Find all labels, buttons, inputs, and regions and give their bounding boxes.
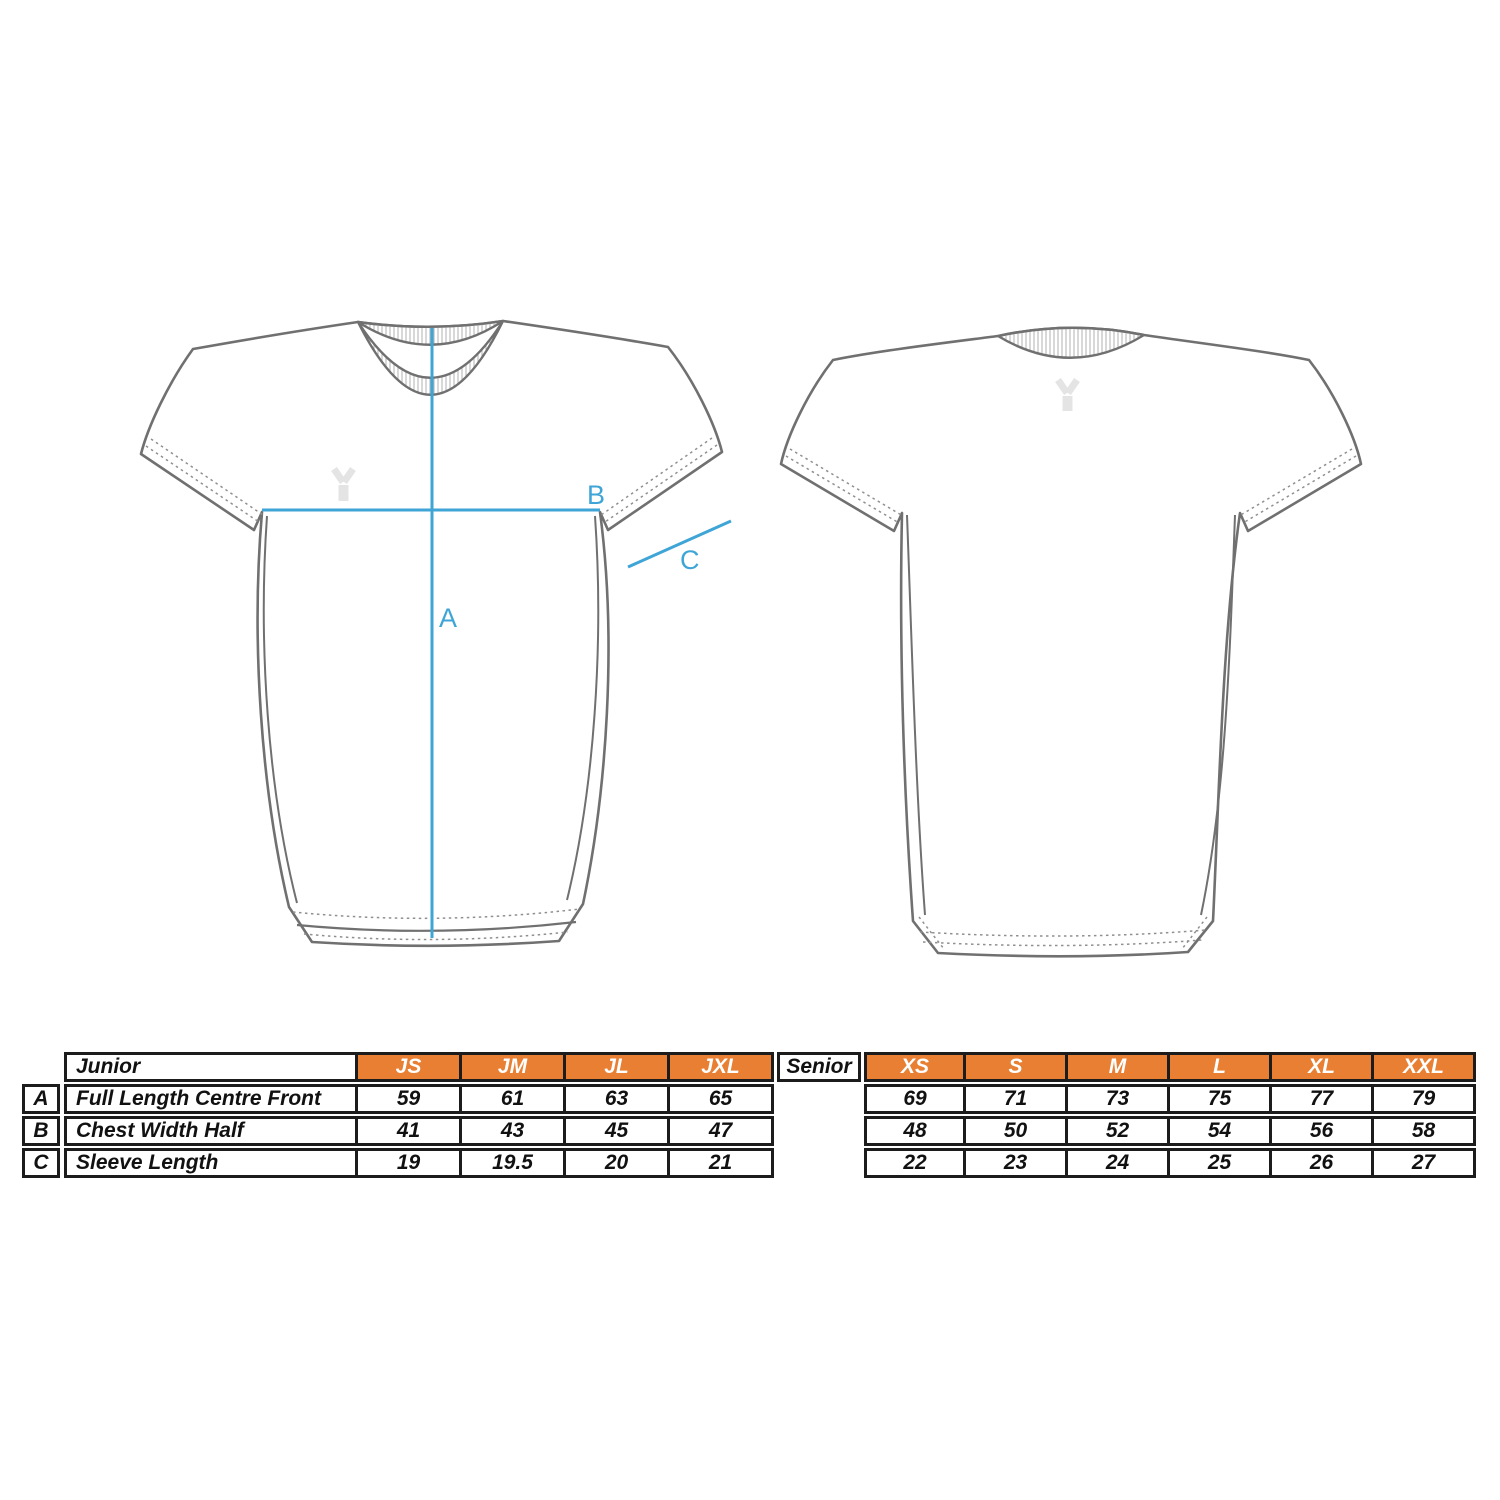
senior-size-table: XS S M L XL XXL 69 71 73 75 77 79 48 50 … — [864, 1050, 1476, 1180]
tshirt-front-collar-front-band — [356, 319, 505, 396]
size-value-cell: 48 — [864, 1116, 966, 1146]
size-value-cell: 54 — [1170, 1116, 1272, 1146]
tshirt-back-side-seam-right — [1200, 514, 1236, 916]
table-row: 69 71 73 75 77 79 — [864, 1084, 1476, 1114]
size-value-cell: 21 — [670, 1148, 774, 1178]
table-row: 22 23 24 25 26 27 — [864, 1148, 1476, 1178]
junior-size-header-jxl: JXL — [670, 1052, 774, 1082]
size-value-cell: 26 — [1272, 1148, 1374, 1178]
senior-size-header-m: M — [1068, 1052, 1170, 1082]
size-value-cell: 43 — [462, 1116, 566, 1146]
measurement-name: Full Length Centre Front — [64, 1084, 358, 1114]
brand-logo-back — [1055, 378, 1080, 411]
junior-header-row: Junior JS JM JL JXL — [64, 1052, 774, 1082]
table-row: Chest Width Half 41 43 45 47 — [64, 1116, 774, 1146]
senior-label-table: Senior — [777, 1050, 861, 1084]
senior-size-header-s: S — [966, 1052, 1068, 1082]
tshirt-front-hem-stitch-2 — [303, 931, 569, 941]
size-value-cell: 47 — [670, 1116, 774, 1146]
tshirt-back-hem-stitch-2 — [922, 939, 1203, 947]
tshirt-front-side-seam-right — [566, 515, 600, 901]
measure-line-c — [627, 519, 732, 569]
size-value-cell: 41 — [358, 1116, 462, 1146]
size-value-cell: 50 — [966, 1116, 1068, 1146]
size-value-cell: 58 — [1374, 1116, 1476, 1146]
size-value-cell: 71 — [966, 1084, 1068, 1114]
junior-size-header-js: JS — [358, 1052, 462, 1082]
tshirt-back-collar-band — [996, 326, 1146, 359]
size-value-cell: 79 — [1374, 1084, 1476, 1114]
measurement-name: Sleeve Length — [64, 1148, 358, 1178]
table-row: Full Length Centre Front 59 61 63 65 — [64, 1084, 774, 1114]
tshirt-back-hem-corner-stitch-right — [1181, 916, 1208, 950]
size-value-cell: 63 — [566, 1084, 670, 1114]
size-value-cell: 22 — [864, 1148, 966, 1178]
junior-size-header-jm: JM — [462, 1052, 566, 1082]
junior-group-label: Junior — [64, 1052, 358, 1082]
tshirt-front-hem-seam — [296, 920, 577, 932]
tshirt-back-sleeve-stitch-right — [1238, 448, 1357, 524]
size-value-cell: 56 — [1272, 1116, 1374, 1146]
table-row: 48 50 52 54 56 58 — [864, 1116, 1476, 1146]
row-letter-c: C — [22, 1148, 60, 1178]
measure-label-a: A — [439, 603, 457, 633]
size-value-cell: 73 — [1068, 1084, 1170, 1114]
size-value-cell: 25 — [1170, 1148, 1272, 1178]
tshirt-back-outline — [779, 326, 1363, 958]
size-value-cell: 77 — [1272, 1084, 1374, 1114]
size-value-cell: 19 — [358, 1148, 462, 1178]
tshirt-front-side-seam-left — [262, 515, 298, 904]
tshirt-front: A B C — [139, 319, 732, 948]
size-value-cell: 61 — [462, 1084, 566, 1114]
tshirt-front-sleeve-stitch-right — [600, 437, 718, 523]
measure-label-b: B — [587, 480, 605, 510]
row-letter-a: A — [22, 1084, 60, 1114]
measure-label-c: C — [680, 545, 700, 575]
tshirt-back-hem-corner-stitch-left — [918, 916, 945, 950]
size-value-cell: 65 — [670, 1084, 774, 1114]
brand-logo-back-stem — [1062, 396, 1073, 411]
senior-size-header-xs: XS — [864, 1052, 966, 1082]
size-value-cell: 75 — [1170, 1084, 1272, 1114]
table-row: Sleeve Length 19 19.5 20 21 — [64, 1148, 774, 1178]
measurement-name: Chest Width Half — [64, 1116, 358, 1146]
size-value-cell: 69 — [864, 1084, 966, 1114]
senior-size-header-xxl: XXL — [1374, 1052, 1476, 1082]
senior-size-header-xl: XL — [1272, 1052, 1374, 1082]
brand-logo-front-stem — [338, 485, 349, 501]
tshirt-back-hem-stitch-1 — [919, 929, 1207, 937]
tshirt-front-hem-stitch-1 — [292, 908, 581, 920]
tshirt-back — [779, 326, 1363, 958]
senior-size-header-l: L — [1170, 1052, 1272, 1082]
size-value-cell: 52 — [1068, 1116, 1170, 1146]
size-value-cell: 19.5 — [462, 1148, 566, 1178]
brand-logo-front-arms — [331, 467, 356, 484]
senior-header-row: XS S M L XL XXL — [864, 1052, 1476, 1082]
size-value-cell: 24 — [1068, 1148, 1170, 1178]
row-letter-b: B — [22, 1116, 60, 1146]
senior-group-label: Senior — [777, 1052, 861, 1082]
brand-logo-front — [331, 467, 356, 501]
tshirt-back-side-seam-left — [906, 514, 926, 916]
size-value-cell: 20 — [566, 1148, 670, 1178]
size-value-cell: 59 — [358, 1084, 462, 1114]
tshirt-front-sleeve-stitch-left — [145, 438, 264, 523]
junior-size-table: Junior JS JM JL JXL Full Length Centre F… — [64, 1050, 774, 1180]
measure-letter-column: A B C — [22, 1082, 60, 1180]
junior-size-header-jl: JL — [566, 1052, 670, 1082]
size-value-cell: 27 — [1374, 1148, 1476, 1178]
size-value-cell: 45 — [566, 1116, 670, 1146]
tshirt-back-sleeve-stitch-left — [785, 448, 904, 524]
brand-logo-back-arms — [1055, 378, 1080, 395]
size-value-cell: 23 — [966, 1148, 1068, 1178]
